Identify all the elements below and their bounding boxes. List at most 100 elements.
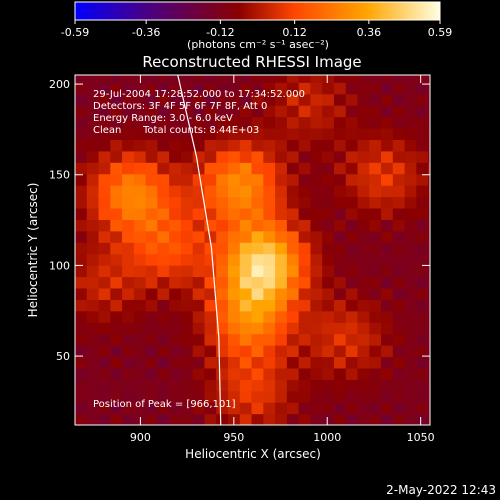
heatmap-cell: [133, 230, 147, 243]
heatmap-cell: [322, 219, 335, 232]
heatmap-cell: [216, 379, 229, 392]
heatmap-cell: [345, 230, 359, 243]
heatmap-cell: [275, 276, 288, 289]
heatmap-cell: [157, 242, 170, 255]
heatmap-cell: [416, 413, 429, 425]
heatmap-cell: [357, 116, 370, 129]
heatmap-cell: [310, 265, 323, 278]
heatmap-cell: [381, 173, 394, 186]
heatmap-cell: [416, 333, 429, 346]
heatmap-cell: [381, 105, 394, 118]
heatmap-cell: [392, 230, 406, 243]
heatmap-cell: [416, 242, 429, 255]
heatmap-cell: [204, 162, 217, 175]
heatmap-cell: [251, 379, 264, 392]
heatmap-cell: [381, 253, 394, 266]
heatmap-cell: [86, 390, 100, 403]
heatmap-cell: [216, 310, 229, 323]
heatmap-cell: [239, 402, 253, 415]
heatmap-cell: [169, 322, 182, 335]
heatmap-cell: [216, 322, 229, 335]
heatmap-cell: [145, 322, 158, 335]
heatmap-cell: [381, 185, 394, 198]
heatmap-cell: [75, 265, 88, 278]
heatmap-cell: [369, 173, 382, 186]
heatmap-cell: [381, 116, 394, 129]
heatmap-cell: [110, 379, 123, 392]
heatmap-cell: [75, 116, 88, 129]
heatmap-cell: [275, 105, 288, 118]
heatmap-cell: [416, 276, 429, 289]
heatmap-cell: [416, 93, 429, 106]
heatmap-cell: [98, 196, 111, 209]
heatmap-cell: [263, 356, 276, 369]
heatmap-cell: [298, 413, 312, 425]
heatmap-cell: [204, 242, 217, 255]
heatmap-cell: [239, 105, 253, 118]
annotation-detectors: Detectors: 3F 4F 5F 6F 7F 8F, Att 0: [93, 101, 267, 112]
heatmap-cell: [357, 390, 370, 403]
heatmap-cell: [133, 287, 147, 300]
heatmap-cell: [228, 242, 241, 255]
heatmap-cell: [428, 253, 430, 266]
heatmap-cell: [416, 310, 429, 323]
heatmap-cell: [263, 116, 276, 129]
heatmap-cell: [298, 116, 312, 129]
heatmap-cell: [333, 402, 347, 415]
heatmap-cell: [204, 116, 217, 129]
heatmap-cell: [345, 402, 359, 415]
heatmap-cell: [322, 150, 335, 163]
heatmap-cell: [239, 127, 253, 140]
heatmap-cell: [251, 333, 264, 346]
heatmap-cell: [169, 390, 182, 403]
heatmap-cell: [86, 230, 100, 243]
heatmap-cell: [392, 413, 406, 425]
heatmap-cell: [333, 75, 347, 83]
heatmap-cell: [286, 345, 300, 358]
heatmap-cell: [75, 367, 88, 380]
heatmap-cell: [86, 127, 100, 140]
heatmap-cell: [228, 367, 241, 380]
heatmap-cell: [169, 356, 182, 369]
heatmap-cell: [192, 253, 206, 266]
heatmap-cell: [192, 276, 206, 289]
heatmap-cell: [180, 390, 194, 403]
heatmap-cell: [286, 379, 300, 392]
heatmap-cell: [192, 345, 206, 358]
heatmap-cell: [357, 93, 370, 106]
heatmap-cell: [251, 230, 264, 243]
heatmap-cell: [122, 150, 135, 163]
heatmap-cell: [322, 276, 335, 289]
annotation-total-counts: Total counts: 8.44E+03: [142, 125, 259, 136]
heatmap-cell: [263, 322, 276, 335]
heatmap-cell: [133, 185, 147, 198]
heatmap-cell: [298, 402, 312, 415]
heatmap-cell: [263, 82, 276, 95]
heatmap-cell: [169, 287, 182, 300]
heatmap-cell: [122, 185, 135, 198]
heatmap-cell: [416, 196, 429, 209]
heatmap-cell: [122, 230, 135, 243]
heatmap-cell: [404, 162, 417, 175]
heatmap-cell: [298, 322, 312, 335]
heatmap-cell: [192, 367, 206, 380]
axis-ticks: 900 950 1000 1050 50 100 150 200: [49, 75, 435, 444]
heatmap-cell: [216, 242, 229, 255]
heatmap-cell: [251, 207, 264, 220]
heatmap-cell: [392, 310, 406, 323]
heatmap-cell: [263, 105, 276, 118]
heatmap-cell: [333, 127, 347, 140]
heatmap-cell: [333, 276, 347, 289]
heatmap-cell: [228, 93, 241, 106]
heatmap-cell: [357, 127, 370, 140]
heatmap-cell: [404, 253, 417, 266]
heatmap-cell: [428, 196, 430, 209]
heatmap-cell: [110, 75, 123, 83]
heatmap-cell: [133, 82, 147, 95]
heatmap-cell: [192, 310, 206, 323]
heatmap-cell: [239, 367, 253, 380]
heatmap-cell: [392, 379, 406, 392]
heatmap-cell: [192, 150, 206, 163]
heatmap-cell: [157, 322, 170, 335]
heatmap-cell: [310, 402, 323, 415]
